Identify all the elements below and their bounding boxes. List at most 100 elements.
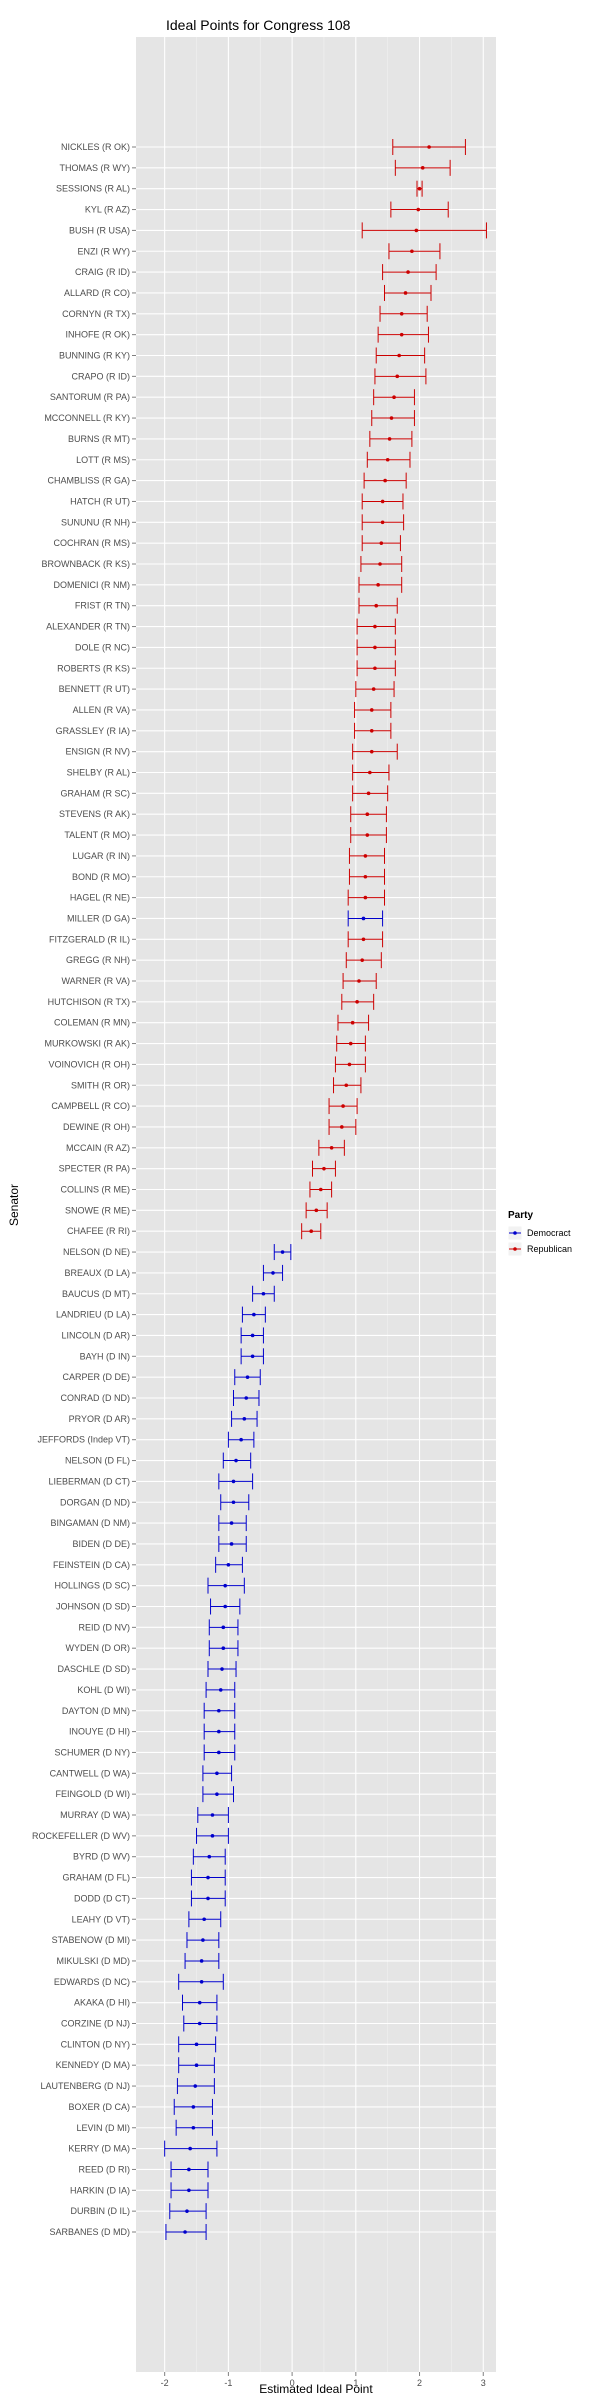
y-tick-label: LIEBERMAN (D CT) — [48, 1476, 130, 1486]
estimate-point — [244, 1396, 249, 1400]
y-tick-label: LINCOLN (D AR) — [61, 1330, 130, 1340]
estimate-point — [314, 1208, 319, 1213]
y-tick-label: REID (D NV) — [79, 1622, 131, 1632]
estimate-point — [361, 916, 366, 921]
error-bar-group — [305, 1202, 328, 1219]
error-bar-group — [374, 368, 427, 385]
y-tick-label: DORGAN (D ND) — [60, 1497, 130, 1507]
error-bar-group — [202, 1765, 233, 1782]
error-bar-group — [173, 2098, 213, 2115]
error-bar-group — [363, 472, 407, 489]
error-bar-group — [383, 284, 432, 301]
error-bar-group — [165, 2224, 207, 2240]
error-bar-group — [355, 681, 395, 698]
y-tick-label: MURKOWSKI (R AK) — [44, 1039, 130, 1049]
estimate-point — [221, 1646, 226, 1650]
y-tick-label: NELSON (D FL) — [65, 1456, 130, 1466]
error-bar-group — [175, 2119, 213, 2136]
y-tick-label: KYL (R AZ) — [85, 205, 130, 215]
error-bar-group — [309, 1181, 333, 1198]
estimate-point — [348, 1041, 353, 1046]
estimate-point — [229, 1542, 234, 1546]
y-tick-label: BOND (R MO) — [72, 872, 130, 882]
y-tick-label: CORNYN (R TX) — [62, 309, 130, 319]
estimate-point — [397, 353, 401, 358]
estimate-point — [199, 1980, 204, 1984]
error-bar-group — [262, 1264, 284, 1281]
error-bar-group — [240, 1348, 264, 1365]
error-bar-group — [273, 1244, 292, 1261]
y-axis-title: Senator — [7, 1184, 21, 1226]
error-bar-group — [222, 1452, 252, 1469]
error-bar-group — [218, 1473, 254, 1490]
y-tick-label: DEWINE (R OH) — [63, 1122, 130, 1132]
y-tick-label: THOMAS (R WY) — [60, 163, 131, 173]
y-tick-label: SCHUMER (D NY) — [55, 1747, 131, 1757]
error-bar-group — [347, 931, 384, 948]
y-tick-label: CAMPBELL (R CO) — [51, 1101, 130, 1111]
error-bar-group — [215, 1556, 243, 1573]
estimate-point — [210, 1813, 215, 1817]
estimate-point — [383, 478, 387, 483]
estimate-point — [410, 249, 414, 254]
y-tick-label: SARBANES (D MD) — [49, 2227, 130, 2237]
estimate-point — [368, 770, 372, 775]
y-tick-label: ENSIGN (R NV) — [65, 747, 130, 757]
y-tick-label: SESSIONS (R AL) — [56, 184, 130, 194]
estimate-point — [416, 207, 421, 212]
error-bar-group — [345, 952, 382, 969]
legend-label: Republican — [527, 1244, 572, 1254]
estimate-point — [223, 1583, 228, 1588]
estimate-point — [183, 2230, 187, 2234]
y-tick-label: SMITH (R OR) — [71, 1080, 130, 1090]
error-bar-group — [182, 1994, 218, 2011]
error-bar-group — [366, 451, 411, 468]
y-tick-label: MCCONNELL (R KY) — [44, 413, 130, 423]
estimate-point — [355, 1000, 359, 1004]
estimate-point — [399, 332, 404, 337]
y-tick-label: JOHNSON (D SD) — [56, 1602, 130, 1612]
legend-key-point — [513, 1231, 517, 1235]
estimate-point — [194, 2042, 199, 2047]
estimate-point — [239, 1437, 243, 1442]
error-bar-group — [240, 1327, 264, 1344]
y-tick-label: CRAIG (R ID) — [75, 267, 130, 277]
y-tick-label: BYRD (D WV) — [73, 1852, 130, 1862]
y-tick-label: COLLINS (R ME) — [60, 1185, 130, 1195]
marks-layer — [164, 139, 487, 2240]
y-tick-label: BUSH (R USA) — [69, 225, 130, 235]
estimate-point — [373, 666, 377, 671]
legend: Party Democract Republican — [507, 1210, 572, 1257]
estimate-point — [223, 1604, 228, 1609]
estimate-point — [417, 186, 422, 191]
estimate-point — [399, 312, 404, 316]
error-bar-group — [203, 1744, 236, 1761]
error-bar-group — [356, 618, 396, 635]
estimate-point — [188, 2146, 192, 2151]
estimate-point — [187, 2188, 191, 2193]
y-tick-label: GRASSLEY (R IA) — [56, 726, 130, 736]
y-tick-label: FEINGOLD (D WI) — [56, 1789, 131, 1799]
error-bar-group — [360, 556, 403, 572]
error-bar-group — [382, 264, 437, 281]
error-bar-group — [231, 1410, 258, 1427]
y-tick-label: JEFFORDS (Indep VT) — [37, 1435, 130, 1445]
error-bar-group — [377, 326, 429, 343]
estimate-point — [371, 687, 376, 691]
error-bar-group — [208, 1640, 239, 1657]
x-tick-label: 1 — [353, 2378, 358, 2388]
y-tick-label: CRAPO (R ID) — [72, 371, 131, 381]
y-tick-label: KOHL (D WI) — [77, 1685, 130, 1695]
y-tick-label: BINGAMAN (D NM) — [51, 1518, 131, 1528]
y-tick-label: COLEMAN (R MN) — [54, 1018, 130, 1028]
estimate-point — [226, 1563, 231, 1567]
error-bar-group — [220, 1494, 250, 1511]
error-bar-group — [371, 410, 415, 427]
error-bar-group — [218, 1515, 247, 1532]
y-tick-label: BENNETT (R UT) — [59, 684, 130, 694]
estimate-point — [427, 145, 431, 149]
estimate-point — [231, 1479, 236, 1484]
y-tick-label: MURRAY (D WA) — [60, 1810, 130, 1820]
estimate-point — [199, 1959, 204, 1963]
